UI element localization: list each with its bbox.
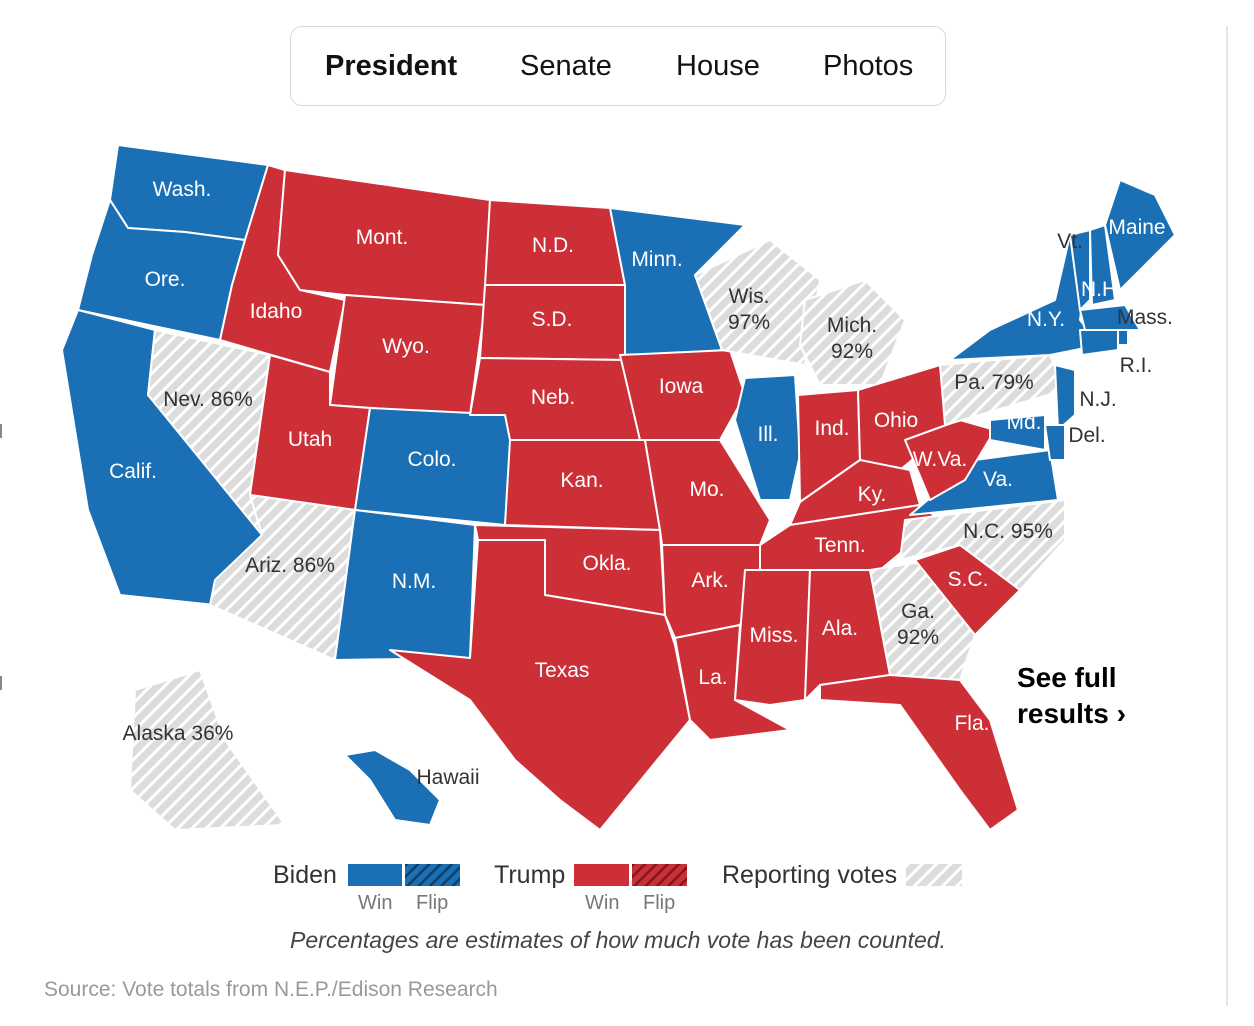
state-label-pct-ga: 92% [897,626,939,649]
state-label-fl: Fla. [954,712,989,735]
race-tabs: President Senate House Photos [290,26,946,106]
state-nc[interactable] [899,499,1066,591]
state-label-ca: Calif. [109,460,157,483]
edge-fragment [0,676,6,690]
state-ky[interactable] [789,459,921,526]
state-label-wy: Wyo. [382,335,430,358]
state-de[interactable] [1044,424,1066,461]
state-label-wi: Wis. [729,285,770,308]
state-me[interactable] [1104,179,1176,291]
state-label-tn: Tenn. [814,534,865,557]
state-label-nv: Nev. 86% [163,388,253,411]
state-label-oh: Ohio [874,409,918,432]
state-label-ny: N.Y. [1027,308,1065,331]
state-tx[interactable] [389,539,691,831]
state-fl[interactable] [819,674,1019,831]
tab-photos[interactable]: Photos [823,50,914,82]
map-note: Percentages are estimates of how much vo… [290,927,946,953]
state-label-sd: S.D. [532,308,573,331]
legend-reporting-label: Reporting votes [722,861,898,889]
state-label-mt: Mont. [356,226,409,249]
state-label-va: Va. [983,468,1013,491]
legend-trump-win-text: Win [585,892,620,914]
state-ri[interactable] [1117,329,1129,346]
tab-president[interactable]: President [325,50,458,82]
state-label-de: Del. [1068,424,1105,447]
state-label-mo: Mo. [689,478,724,501]
legend-reporting-swatch [906,864,962,886]
state-label-nc: N.C. 95% [963,520,1053,543]
state-ia[interactable] [619,349,746,441]
state-nh[interactable] [1089,224,1116,306]
legend-trump-win-swatch [574,864,629,886]
state-label-mi: Mich. [827,314,877,337]
legend-trump-flip-swatch [632,864,687,886]
state-label-nj: N.J. [1079,388,1116,411]
legend-trump-flip-text: Flip [643,892,676,914]
legend-biden-win-swatch [348,864,402,886]
state-label-ne: Neb. [531,386,575,409]
page-divider [1226,26,1228,1006]
state-label-co: Colo. [407,448,456,471]
state-label-nm: N.M. [392,570,436,593]
state-label-ar: Ark. [691,569,728,592]
legend-biden-win-text: Win [358,892,393,914]
state-label-or: Ore. [145,268,186,291]
see-full-results-link[interactable]: See full results › [1017,660,1187,732]
state-label-ri: R.I. [1120,354,1153,377]
state-label-id: Idaho [250,300,303,323]
state-label-ia: Iowa [659,375,704,398]
state-vt[interactable] [1069,229,1091,311]
legend-biden-flip-text: Flip [416,892,449,914]
state-label-pct-mi: 92% [831,340,873,363]
state-label-md: Md. [1006,411,1041,434]
legend-trump-label: Trump [494,861,566,889]
state-label-ut: Utah [288,428,332,451]
tab-house[interactable]: House [676,50,760,82]
state-label-al: Ala. [822,617,858,640]
state-label-pa: Pa. 79% [954,371,1033,394]
state-ct[interactable] [1079,329,1119,356]
state-label-me: Maine [1108,216,1165,239]
see-full-line2: results › [1017,698,1126,729]
state-label-la: La. [698,666,727,689]
source-line: Source: Vote totals from N.E.P./Edison R… [44,978,498,1001]
state-label-ky: Ky. [858,483,887,506]
see-full-line1: See full [1017,662,1117,693]
state-label-wa: Wash. [153,178,212,201]
state-label-il: Ill. [758,423,779,446]
state-label-hi: Hawaii [416,766,479,789]
tab-senate[interactable]: Senate [520,50,612,82]
state-label-pct-wi: 97% [728,311,770,334]
state-label-nd: N.D. [532,234,574,257]
state-label-sc: S.C. [948,568,989,591]
state-label-ga: Ga. [901,600,935,623]
state-label-ma: Mass. [1117,306,1173,329]
state-ms[interactable] [734,569,811,706]
state-label-vt: Vt. [1057,230,1083,253]
state-il[interactable] [734,374,801,501]
state-label-nh: N.H. [1081,278,1123,301]
edge-fragment [0,424,6,438]
state-ak[interactable] [129,669,286,831]
state-label-az: Ariz. 86% [245,554,335,577]
state-label-in: Ind. [814,417,849,440]
state-ma[interactable] [1079,304,1141,331]
state-label-ak: Alaska 36% [123,722,234,745]
state-md[interactable] [989,414,1046,451]
state-label-wv: W.Va. [913,448,967,471]
state-nj[interactable] [1054,364,1076,431]
legend-biden-label: Biden [273,861,337,889]
state-label-mn: Minn. [631,248,682,271]
legend-biden-flip-swatch [405,864,460,886]
state-label-tx: Texas [535,659,590,682]
state-label-ok: Okla. [582,552,631,575]
state-label-ms: Miss. [750,624,799,647]
state-hi[interactable] [344,749,441,826]
state-label-ks: Kan. [560,469,603,492]
